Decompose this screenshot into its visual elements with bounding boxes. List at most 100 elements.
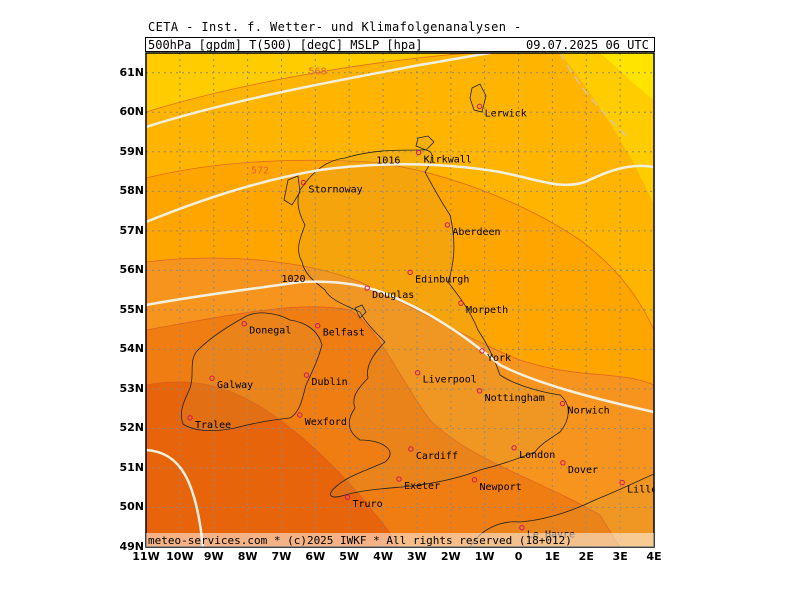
lon-label: 2E: [578, 550, 594, 563]
city-marker: [300, 179, 307, 186]
france-coast: [469, 473, 654, 547]
pressure-label: 1016: [376, 156, 400, 167]
isle-of-man: [354, 304, 367, 319]
orkney: [415, 135, 435, 151]
lat-label: 59N: [119, 144, 144, 158]
city-marker: [519, 524, 525, 531]
isobars: [146, 53, 654, 547]
lon-label: 11W: [132, 550, 160, 563]
city-marker: [476, 103, 483, 110]
city-london: London: [511, 445, 555, 461]
city-exeter: Exeter: [396, 476, 440, 492]
isobar-northeast: [559, 53, 631, 141]
city-label: Wexford: [305, 417, 347, 428]
lat-label: 58N: [119, 184, 144, 198]
city-marker: [315, 322, 321, 329]
city-label: Stornoway: [308, 185, 362, 196]
city-marker: [241, 321, 247, 327]
geopotential-label: 568: [309, 67, 327, 78]
city-douglas: Douglas: [364, 285, 414, 301]
great-britain-coast: [297, 149, 569, 498]
city-label: Kirkwall: [424, 155, 472, 166]
lat-label: 57N: [119, 223, 144, 237]
lon-label: 3E: [612, 550, 628, 563]
city-galway: Galway: [209, 375, 253, 391]
city-label: Cardiff: [416, 451, 458, 462]
city-label: Dover: [568, 465, 598, 476]
city-edinburgh: Edinburgh: [407, 269, 469, 285]
city-nottingham: Nottingham: [476, 388, 545, 404]
isobar-southwest: [146, 448, 205, 547]
lon-label: 1E: [544, 550, 560, 563]
city-label: Exeter: [404, 481, 440, 492]
lat-lon-grid: [146, 53, 654, 547]
city-marker: [344, 494, 351, 500]
city-label: Edinburgh: [415, 274, 469, 285]
city-belfast: Belfast: [315, 322, 365, 339]
city-label: Douglas: [372, 290, 414, 301]
city-donegal: Donegal: [241, 321, 291, 337]
lon-label: 9W: [203, 550, 224, 563]
city-dublin: Dublin: [303, 372, 348, 388]
city-marker: [476, 388, 483, 394]
city-marker: [187, 415, 193, 421]
isobar-1020: [146, 280, 654, 414]
city-marker: [619, 479, 625, 486]
city-wexford: Wexford: [297, 412, 347, 428]
city-aberdeen: Aberdeen: [444, 222, 501, 238]
city-label: Lerwick: [485, 108, 527, 119]
lat-label: 56N: [119, 263, 144, 277]
lon-label: 7W: [271, 550, 292, 563]
city-marker: [444, 222, 451, 228]
pressure-label: 1020: [281, 274, 305, 285]
lon-label: 6W: [305, 550, 326, 563]
city-truro: Truro: [344, 494, 383, 510]
city-lerwick: Lerwick: [476, 103, 527, 119]
city-marker: [303, 372, 310, 378]
footer-band: [146, 533, 654, 547]
lat-label: 52N: [119, 421, 144, 435]
lat-label: 49N: [119, 540, 144, 553]
lon-label: 4W: [373, 550, 393, 563]
city-dover: Dover: [560, 460, 598, 476]
hebrides: [283, 175, 301, 206]
lat-label: 60N: [119, 105, 144, 119]
city-marker: [209, 375, 215, 381]
lon-label: 8W: [237, 550, 258, 563]
city-label: Belfast: [323, 328, 365, 339]
ireland-coast: [181, 312, 323, 432]
lon-label: 10W: [166, 550, 194, 563]
city-marker: [479, 348, 485, 354]
isobar-north: [146, 53, 492, 129]
city-marker: [364, 285, 370, 291]
footer-credit: meteo-services.com * (c)2025 IWKF * All …: [148, 534, 572, 547]
lon-label: 5W: [339, 550, 360, 563]
valid-time: 09.07.2025 06 UTC: [526, 38, 649, 52]
lat-label: 53N: [119, 381, 144, 395]
city-marker: [559, 400, 566, 407]
city-label: Dublin: [312, 377, 348, 388]
city-liverpool: Liverpool: [414, 370, 477, 386]
city-marker: [297, 412, 303, 418]
header-box: [145, 37, 655, 52]
city-tralee: Tralee: [187, 415, 231, 431]
parameter-label: 500hPa [gpdm] T(500) [degC] MSLP [hpa]: [148, 38, 423, 52]
lat-label: 55N: [119, 302, 144, 316]
city-kirkwall: Kirkwall: [415, 149, 472, 166]
city-marker: [415, 149, 422, 156]
band-7: [146, 381, 400, 547]
city-label: London: [519, 450, 555, 461]
city-label: Lille: [627, 485, 657, 496]
lon-label: 3W: [407, 550, 427, 563]
city-marker: [407, 269, 413, 276]
lon-label: 4E: [646, 550, 662, 563]
lon-label: 0: [514, 550, 523, 563]
city-label: Liverpool: [423, 375, 477, 386]
city-marker: [511, 445, 517, 451]
city-lille: Lille: [619, 479, 657, 496]
city-stornoway: Stornoway: [300, 179, 363, 196]
city-morpeth: Morpeth: [458, 300, 508, 316]
city-norwich: Norwich: [559, 400, 610, 417]
city-label: Newport: [480, 482, 522, 493]
